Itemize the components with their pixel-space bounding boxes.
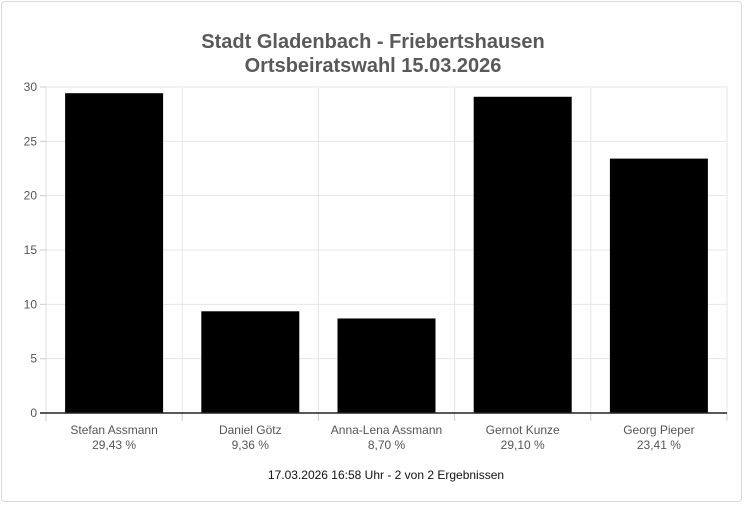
axes xyxy=(40,86,728,421)
bar xyxy=(473,96,572,413)
x-category-label: Georg Pieper xyxy=(623,423,694,437)
y-tick-label: 25 xyxy=(24,134,38,148)
y-tick-label: 5 xyxy=(30,352,37,366)
chart-subtitle: Ortsbeiratswahl 15.03.2026 xyxy=(245,55,502,77)
x-value-label: 8,70 % xyxy=(368,438,406,452)
x-value-label: 23,41 % xyxy=(637,438,681,452)
y-tick-label: 30 xyxy=(24,80,38,94)
x-value-label: 9,36 % xyxy=(232,438,270,452)
x-category-label: Anna-Lena Assmann xyxy=(331,423,442,437)
x-category-label: Daniel Götz xyxy=(219,423,282,437)
bar xyxy=(65,93,164,413)
bar xyxy=(337,318,436,413)
bar xyxy=(609,158,708,413)
x-category-label: Gernot Kunze xyxy=(486,423,560,437)
y-tick-label: 15 xyxy=(24,243,38,257)
chart-title: Stadt Gladenbach - Friebertshausen xyxy=(201,31,544,53)
y-tick-label: 10 xyxy=(24,297,38,311)
y-tick-label: 20 xyxy=(24,189,38,203)
bars xyxy=(65,93,708,413)
x-value-label: 29,43 % xyxy=(92,438,136,452)
y-tick-label: 0 xyxy=(30,406,37,420)
bar xyxy=(201,311,300,413)
x-value-label: 29,10 % xyxy=(501,438,545,452)
chart-footer: 17.03.2026 16:58 Uhr - 2 von 2 Ergebniss… xyxy=(268,468,504,482)
x-category-label: Stefan Assmann xyxy=(70,423,157,437)
